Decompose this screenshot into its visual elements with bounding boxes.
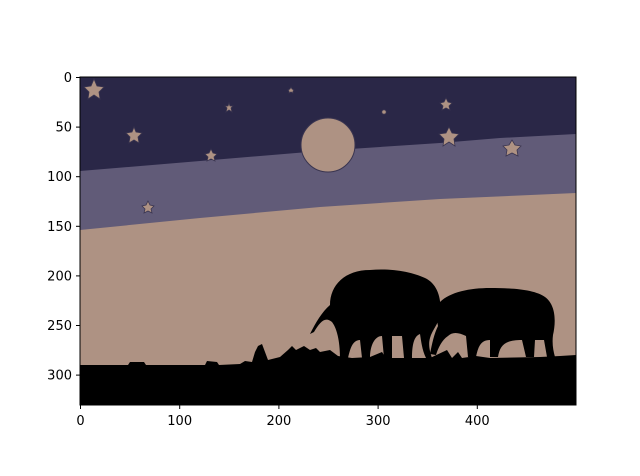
star bbox=[125, 125, 143, 144]
star bbox=[224, 101, 234, 113]
star bbox=[439, 97, 453, 111]
elephants bbox=[80, 269, 576, 405]
star bbox=[502, 139, 522, 157]
star bbox=[141, 200, 155, 214]
y-tick-label: 0 bbox=[64, 71, 72, 86]
x-tick-label: 0 bbox=[76, 414, 84, 429]
x-axis bbox=[80, 405, 478, 409]
x-tick-label: 200 bbox=[266, 414, 291, 429]
x-tick-label: 400 bbox=[465, 414, 490, 429]
axes-frame bbox=[79, 76, 577, 406]
y-tick-label: 100 bbox=[47, 170, 72, 185]
star bbox=[438, 126, 460, 147]
image-area bbox=[80, 77, 576, 405]
ground-silhouette bbox=[80, 344, 576, 405]
sand-ground bbox=[80, 193, 576, 405]
moon bbox=[300, 117, 356, 173]
stars bbox=[83, 77, 522, 214]
y-tick-label: 300 bbox=[47, 369, 72, 384]
star bbox=[287, 86, 295, 94]
x-tick-label: 100 bbox=[167, 414, 192, 429]
elephant-left bbox=[310, 269, 441, 358]
y-tick-label: 200 bbox=[47, 269, 72, 284]
elephant-right bbox=[430, 288, 555, 357]
star bbox=[83, 77, 105, 100]
y-tick-label: 150 bbox=[47, 220, 72, 235]
star bbox=[204, 148, 218, 162]
y-tick-label: 250 bbox=[47, 319, 72, 334]
y-tick-label: 50 bbox=[55, 121, 72, 136]
x-tick-label: 300 bbox=[366, 414, 391, 429]
star bbox=[381, 109, 387, 115]
y-axis bbox=[76, 77, 80, 376]
